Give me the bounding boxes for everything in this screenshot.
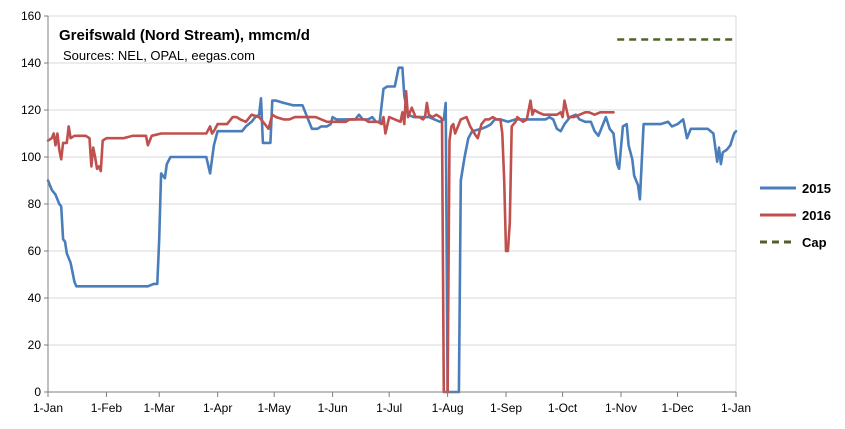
y-tick-label: 100 (21, 150, 41, 164)
series-line-2016 (46, 89, 615, 394)
y-tick-label: 0 (34, 385, 41, 399)
chart-subtitle: Sources: NEL, OPAL, eegas.com (63, 48, 255, 63)
y-axis-tick-labels: 0 20 40 60 80 100 120 140 160 (21, 9, 48, 399)
legend: 2015 2016 Cap (760, 181, 831, 250)
x-tick-label: 1-Feb (91, 401, 123, 415)
x-tick-label: 1-Oct (548, 401, 578, 415)
x-tick-label: 1-Apr (203, 401, 232, 415)
x-tick-label: 1-Aug (432, 401, 464, 415)
legend-label-cap: Cap (802, 235, 827, 250)
series-line-2015 (46, 66, 738, 394)
x-axis-tick-labels: 1-Jan 1-Feb 1-Mar 1-Apr 1-May 1-Jun 1-Jul 1-Aug… (33, 392, 751, 415)
x-tick-label: 1-Jun (318, 401, 348, 415)
y-tick-label: 160 (21, 9, 41, 23)
x-tick-label: 1-Sep (490, 401, 522, 415)
legend-label-2016: 2016 (802, 208, 831, 223)
y-tick-label: 120 (21, 103, 41, 117)
y-tick-label: 60 (28, 244, 42, 258)
x-tick-label: 1-Jan (721, 401, 751, 415)
legend-label-2015: 2015 (802, 181, 831, 196)
x-tick-label: 1-Dec (662, 401, 694, 415)
x-tick-label: 1-Jul (376, 401, 402, 415)
chart-title: Greifswald (Nord Stream), mmcm/d (59, 27, 310, 44)
x-tick-label: 1-May (258, 401, 291, 415)
y-tick-label: 140 (21, 56, 41, 70)
y-tick-label: 40 (28, 291, 42, 305)
x-tick-label: 1-Jan (33, 401, 63, 415)
x-tick-label: 1-Nov (605, 401, 637, 415)
y-tick-label: 20 (28, 338, 42, 352)
y-tick-label: 80 (28, 197, 42, 211)
grid-lines (47, 15, 737, 393)
series-lines (46, 38, 738, 394)
x-tick-label: 1-Mar (144, 401, 175, 415)
